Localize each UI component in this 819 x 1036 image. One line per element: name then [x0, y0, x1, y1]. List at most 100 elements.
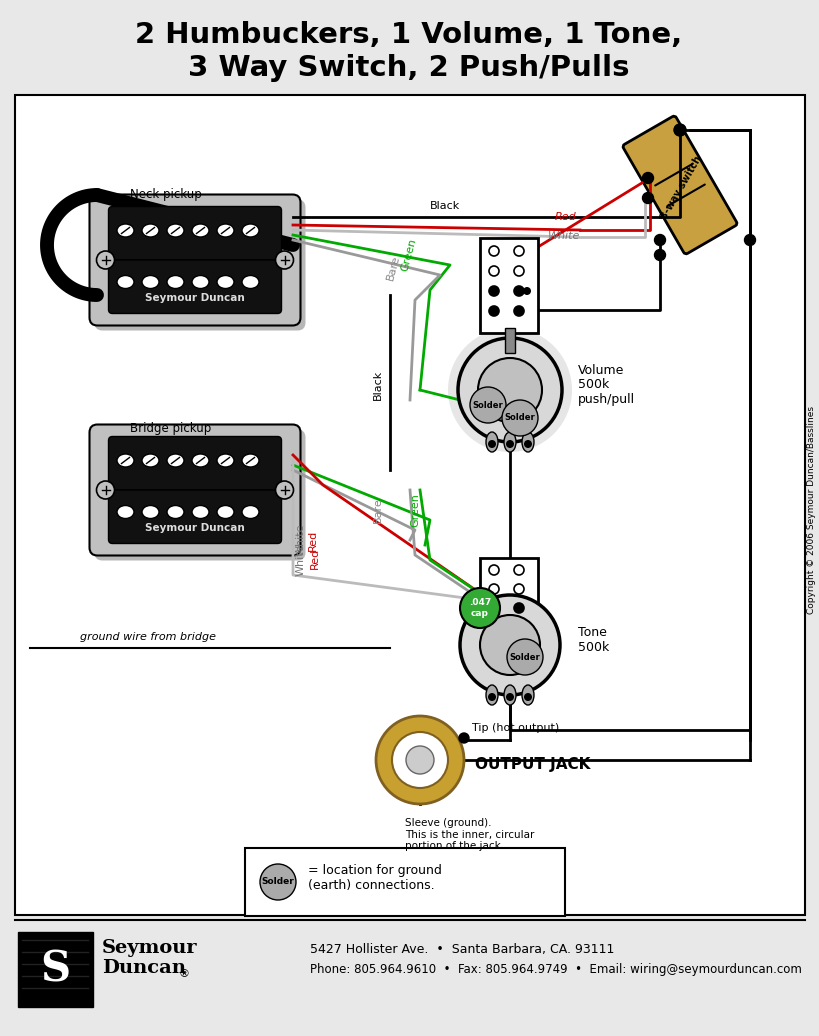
Bar — [15, 95, 805, 915]
FancyBboxPatch shape — [108, 260, 282, 314]
Circle shape — [506, 693, 514, 701]
Text: Black: Black — [430, 201, 460, 211]
Circle shape — [489, 246, 499, 256]
Circle shape — [97, 481, 115, 499]
Ellipse shape — [167, 224, 184, 237]
FancyArrowPatch shape — [667, 184, 705, 206]
FancyBboxPatch shape — [108, 436, 282, 490]
Circle shape — [674, 124, 686, 136]
Ellipse shape — [242, 224, 259, 237]
Circle shape — [654, 250, 666, 260]
Circle shape — [514, 246, 524, 256]
Text: White: White — [548, 231, 581, 241]
Text: White: White — [296, 544, 306, 576]
Text: Tip (hot output): Tip (hot output) — [472, 723, 559, 733]
Circle shape — [489, 565, 499, 575]
Bar — [505, 328, 515, 353]
Circle shape — [654, 234, 666, 246]
FancyBboxPatch shape — [623, 116, 737, 254]
Circle shape — [524, 693, 532, 701]
Circle shape — [392, 732, 448, 788]
Text: S: S — [40, 949, 70, 991]
Circle shape — [488, 440, 496, 448]
Text: OUTPUT JACK: OUTPUT JACK — [475, 757, 590, 773]
FancyBboxPatch shape — [94, 430, 305, 560]
Text: Red: Red — [555, 212, 577, 222]
Circle shape — [376, 716, 464, 804]
Ellipse shape — [117, 224, 134, 237]
Ellipse shape — [522, 432, 534, 452]
Circle shape — [514, 286, 524, 296]
Ellipse shape — [486, 685, 498, 706]
Circle shape — [642, 193, 654, 203]
Text: Solder: Solder — [261, 877, 294, 887]
Ellipse shape — [167, 454, 184, 467]
Bar — [245, 848, 565, 916]
Circle shape — [744, 234, 755, 246]
Text: Copyright © 2006 Seymour Duncan/Basslines: Copyright © 2006 Seymour Duncan/Bassline… — [808, 406, 817, 614]
Text: Green: Green — [410, 493, 420, 527]
Text: Red: Red — [308, 529, 318, 550]
Circle shape — [275, 481, 293, 499]
Text: = location for ground
(earth) connections.: = location for ground (earth) connection… — [308, 864, 442, 892]
Circle shape — [514, 603, 524, 613]
Ellipse shape — [192, 224, 209, 237]
Text: Black: Black — [373, 370, 383, 400]
Circle shape — [514, 622, 524, 632]
Bar — [18, 932, 93, 1007]
Text: 3-way switch: 3-way switch — [660, 154, 704, 222]
Ellipse shape — [192, 454, 209, 467]
Circle shape — [470, 387, 506, 423]
Ellipse shape — [142, 224, 159, 237]
Text: Phone: 805.964.9610  •  Fax: 805.964.9749  •  Email: wiring@seymourduncan.com: Phone: 805.964.9610 • Fax: 805.964.9749 … — [310, 963, 802, 977]
FancyBboxPatch shape — [108, 206, 282, 260]
Text: Green: Green — [400, 237, 419, 272]
Text: Bare: Bare — [373, 497, 383, 523]
Ellipse shape — [504, 685, 516, 706]
Text: Bridge pickup: Bridge pickup — [130, 422, 211, 435]
Text: .047
cap: .047 cap — [468, 599, 491, 617]
Ellipse shape — [192, 506, 209, 518]
Ellipse shape — [486, 432, 498, 452]
Circle shape — [489, 306, 499, 316]
Text: Duncan: Duncan — [102, 959, 186, 977]
Circle shape — [507, 639, 543, 675]
Ellipse shape — [217, 224, 234, 237]
Circle shape — [514, 565, 524, 575]
Ellipse shape — [522, 685, 534, 706]
Text: Neck pickup: Neck pickup — [130, 188, 201, 201]
Ellipse shape — [242, 454, 259, 467]
Text: Solder: Solder — [473, 401, 504, 409]
Circle shape — [514, 306, 524, 316]
Ellipse shape — [117, 506, 134, 518]
FancyArrowPatch shape — [655, 164, 693, 185]
Circle shape — [489, 584, 499, 594]
Text: Bare: Bare — [385, 254, 401, 282]
Circle shape — [480, 615, 540, 675]
Circle shape — [675, 124, 686, 136]
Text: Volume
500k
push/pull: Volume 500k push/pull — [578, 364, 635, 406]
Circle shape — [459, 733, 469, 743]
Text: Seymour: Seymour — [102, 939, 197, 957]
Ellipse shape — [504, 432, 516, 452]
Ellipse shape — [242, 506, 259, 518]
Text: Tone
500k: Tone 500k — [578, 626, 609, 654]
Circle shape — [478, 358, 542, 422]
Ellipse shape — [217, 454, 234, 467]
Ellipse shape — [167, 506, 184, 518]
Circle shape — [406, 746, 434, 774]
FancyBboxPatch shape — [89, 425, 301, 555]
Text: Seymour Duncan: Seymour Duncan — [145, 293, 245, 303]
Circle shape — [458, 338, 562, 442]
Circle shape — [524, 440, 532, 448]
Circle shape — [448, 328, 572, 452]
Circle shape — [275, 251, 293, 269]
Ellipse shape — [142, 506, 159, 518]
Ellipse shape — [242, 276, 259, 288]
Circle shape — [489, 622, 499, 632]
Circle shape — [514, 266, 524, 276]
Circle shape — [506, 440, 514, 448]
Circle shape — [489, 286, 499, 296]
Bar — [480, 238, 538, 333]
Text: Sleeve (ground).
This is the inner, circular
portion of the jack: Sleeve (ground). This is the inner, circ… — [405, 818, 534, 852]
